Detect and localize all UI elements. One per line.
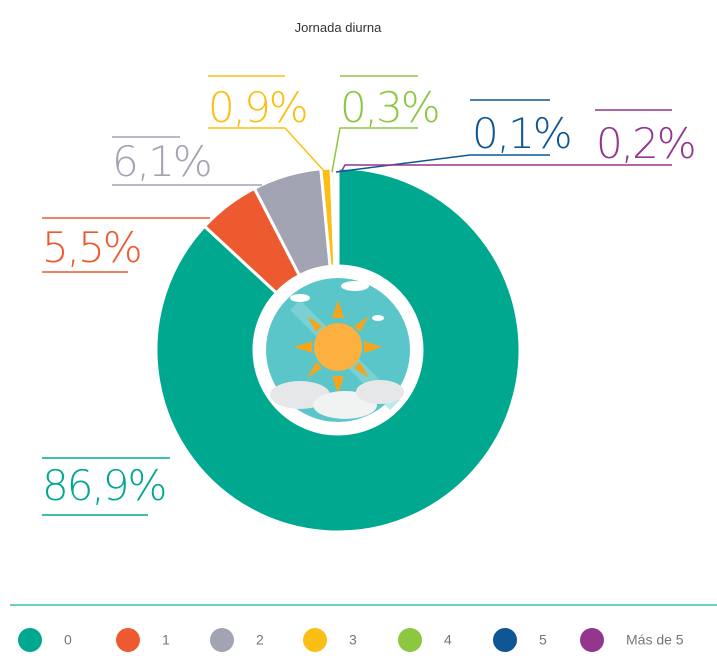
legend-label: 4	[444, 632, 452, 648]
value-label: 0,2%	[596, 119, 695, 168]
legend-label: 5	[539, 632, 547, 648]
legend-label: 0	[64, 632, 72, 648]
legend-label: Más de 5	[626, 632, 684, 648]
legend-swatch	[493, 628, 517, 652]
value-label: 6,1%	[112, 137, 211, 186]
legend-swatch	[398, 628, 422, 652]
value-label: 0,3%	[340, 83, 439, 132]
slice	[336, 168, 338, 266]
legend-swatch	[18, 628, 42, 652]
value-label: 5,5%	[42, 223, 141, 272]
leader-line	[208, 128, 325, 172]
value-label: 0,9%	[208, 83, 307, 132]
legend-swatch	[116, 628, 140, 652]
legend-label: 3	[349, 632, 357, 648]
chart: Jornada diurna 86,9% 5,5% 6,1% 0,9% 0,3% 0,1%…	[0, 0, 717, 670]
legend-label: 2	[256, 632, 264, 648]
legend-swatch	[580, 628, 604, 652]
legend-swatch	[210, 628, 234, 652]
chart-title: Jornada diurna	[295, 20, 382, 35]
legend: 0 1 2 3 4 5 Más de 5	[18, 628, 684, 652]
center-illustration	[254, 266, 422, 434]
legend-swatch	[303, 628, 327, 652]
value-label: 0,1%	[472, 109, 571, 158]
value-label: 86,9%	[42, 461, 165, 510]
legend-label: 1	[162, 632, 170, 648]
